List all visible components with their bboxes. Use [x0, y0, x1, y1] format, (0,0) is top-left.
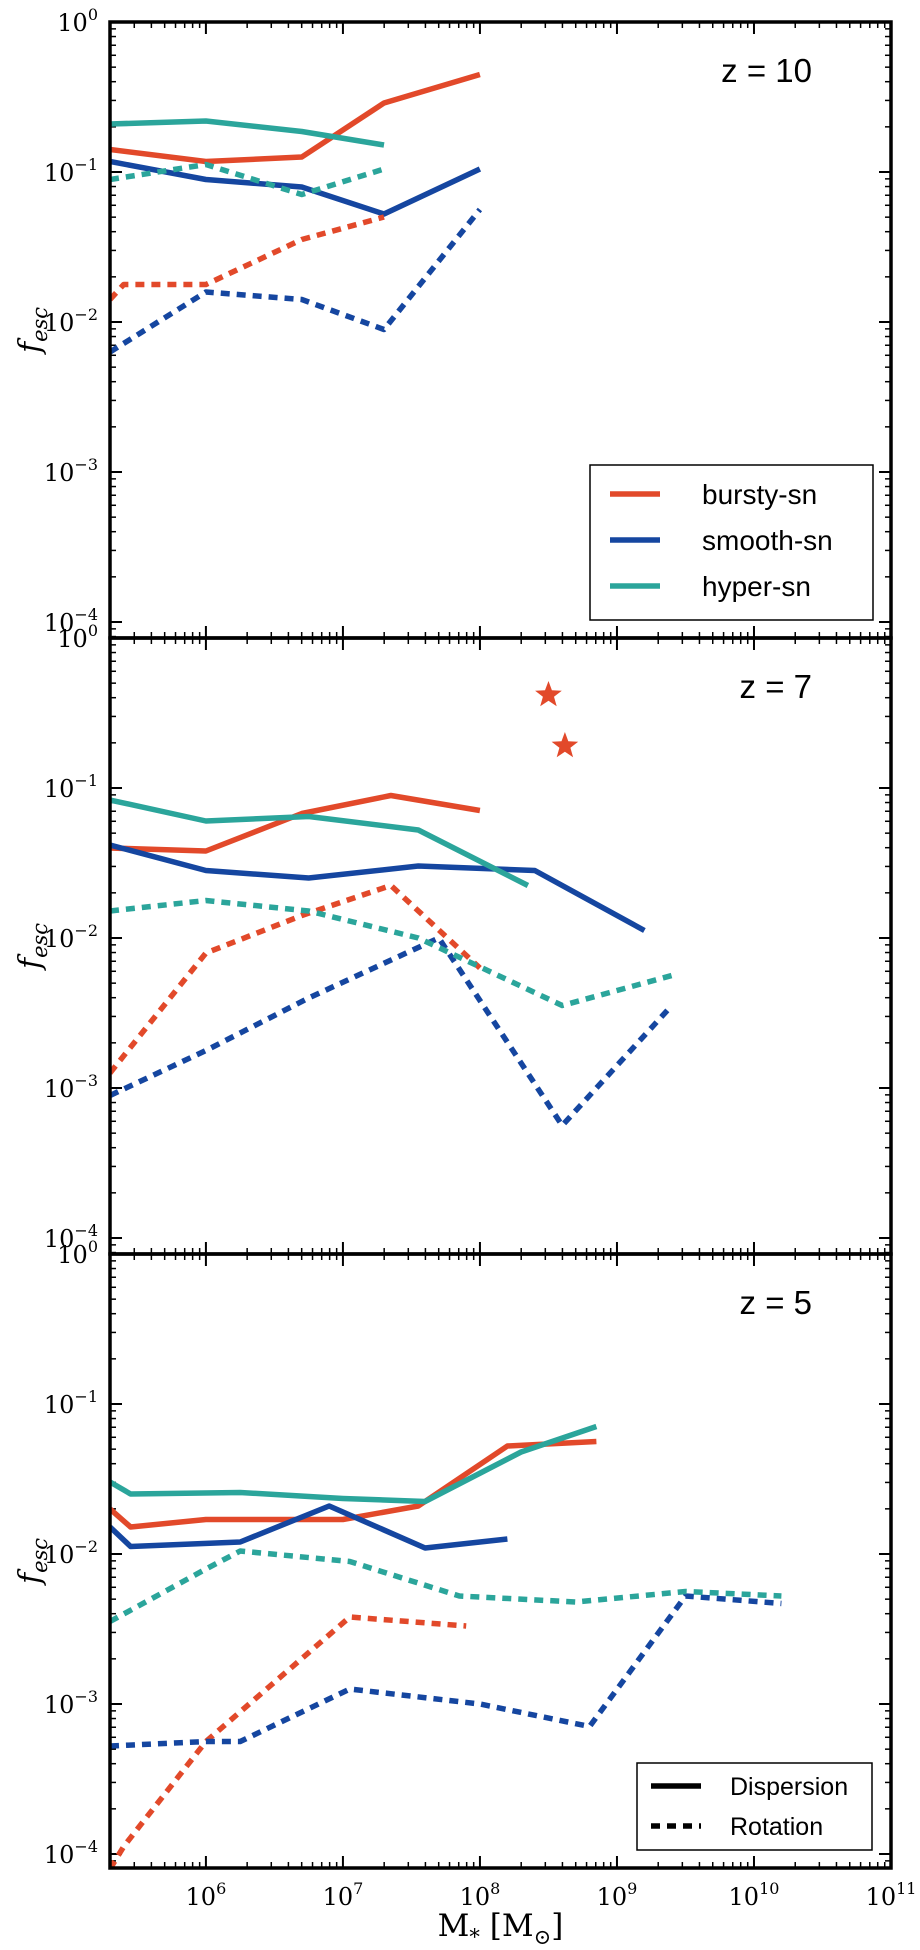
panel-label: z = 7 [740, 668, 812, 705]
series-line: smooth-sn Rotation [110, 935, 674, 1129]
y-axis-label: fesc [13, 1538, 52, 1586]
panel-frame [108, 1252, 893, 1870]
series-line: hyper-sn Dispersion [110, 118, 385, 148]
y-tick-label: 100 [57, 1237, 98, 1269]
star-marker [551, 732, 579, 758]
panel-data: bursty-sn Dispersionsmooth-sn Dispersion… [110, 681, 674, 1129]
y-tick-label: 10−2 [44, 305, 98, 337]
y-tick-label: 10−1 [44, 155, 98, 187]
series-line: hyper-sn Rotation [110, 1548, 782, 1624]
panel-2: 100 10−1 10−2 10−3 10−4 fesc bursty-sn Dispers… [13, 621, 893, 1256]
x-tick-label: 1011 [866, 1879, 917, 1911]
x-tick-label: 109 [597, 1879, 638, 1911]
series-line: smooth-sn Dispersion [110, 842, 646, 933]
legend-label: smooth-sn [702, 525, 833, 556]
star-marker [535, 681, 562, 707]
y-tick-label: 10−4 [44, 1221, 98, 1253]
series-line: bursty-sn Rotation [110, 1614, 467, 1868]
panel-frame [108, 636, 893, 1256]
y-tick-label: 10−3 [44, 455, 98, 487]
series-line: hyper-sn Dispersion [110, 1423, 598, 1505]
panel-data: bursty-sn Dispersionsmooth-sn Dispersion… [110, 1423, 782, 1868]
x-tick-label: 1010 [729, 1879, 780, 1911]
y-tick-label: 10−4 [44, 605, 98, 637]
series-line: bursty-sn Dispersion [110, 1438, 597, 1530]
panel-1: 100 10−1 10−2 10−3 10−4 fesc bursty-sn Dispers… [13, 5, 893, 640]
x-tick-label: 106 [186, 1879, 227, 1911]
legend-models: bursty-sn smooth-sn hyper-sn [589, 464, 874, 621]
y-tick-label: 10−4 [44, 1837, 98, 1869]
legend-label: hyper-sn [702, 571, 811, 602]
series-line: smooth-sn Rotation [110, 207, 483, 355]
y-tick-label: 10−1 [44, 771, 98, 803]
panel-data: bursty-sn Dispersionsmooth-sn Dispersion… [110, 71, 483, 355]
series-line: hyper-sn Dispersion [110, 797, 530, 888]
y-tick-label: 10−2 [44, 1537, 98, 1569]
series-line: bursty-sn Dispersion [110, 792, 481, 854]
series-line: bursty-sn Rotation [110, 882, 482, 1075]
legend-box [636, 1762, 873, 1851]
panel-3: 100 10−1 10−2 10−3 10−4 fesc bursty-sn Dispers… [13, 1237, 893, 1870]
y-tick-label: 10−1 [44, 1387, 98, 1419]
legend-label: Dispersion [730, 1773, 848, 1801]
legend-label: bursty-sn [702, 479, 817, 510]
series-line: bursty-sn Dispersion [110, 71, 481, 165]
panel-label: z = 5 [740, 1284, 812, 1321]
series-line: smooth-sn Dispersion [110, 158, 482, 217]
y-axis-label: fesc [13, 923, 52, 971]
series-line: smooth-sn Dispersion [110, 1503, 508, 1551]
series-line: bursty-sn Rotation [110, 214, 385, 302]
legend-label: Rotation [730, 1813, 823, 1841]
x-tick-label: 108 [460, 1879, 501, 1911]
y-tick-label: 10−3 [44, 1071, 98, 1103]
y-tick-label: 100 [57, 621, 98, 653]
x-tick-label: 107 [323, 1879, 364, 1911]
y-tick-label: 10−2 [44, 921, 98, 953]
panel-label: z = 10 [721, 52, 812, 89]
legend-styles: Dispersion Rotation [636, 1762, 873, 1851]
series-line: smooth-sn Rotation [110, 1593, 782, 1749]
y-tick-label: 100 [57, 5, 98, 37]
y-axis-label: fesc [13, 307, 52, 355]
series-line: hyper-sn Rotation [110, 897, 673, 1009]
x-axis-label: M* [M⊙] [438, 1908, 564, 1949]
series-line: hyper-sn Rotation [110, 161, 385, 198]
y-tick-label: 10−3 [44, 1687, 98, 1719]
